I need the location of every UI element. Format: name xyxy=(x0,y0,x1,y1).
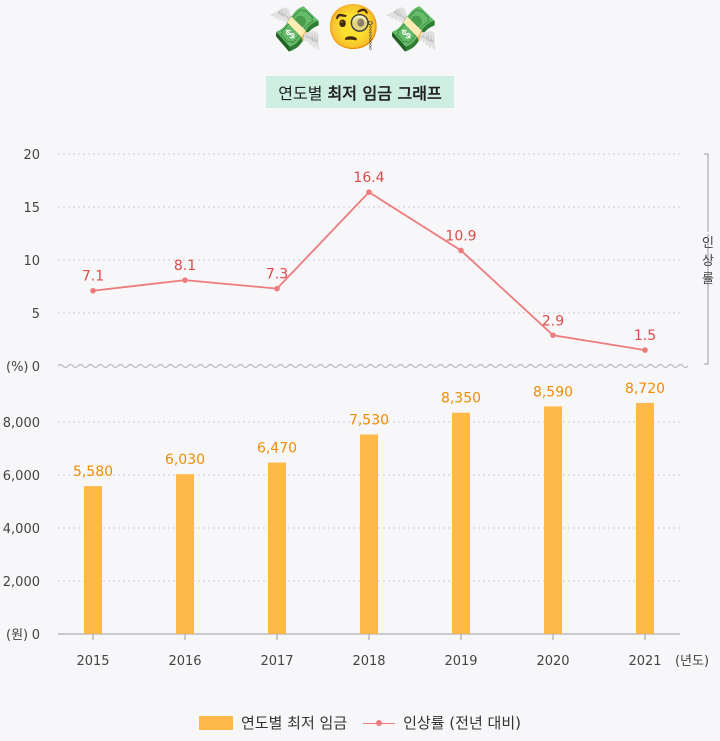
bar xyxy=(636,402,654,634)
rate-value-label: 16.4 xyxy=(353,170,384,186)
x-tick-label: 2018 xyxy=(352,654,385,669)
legend-item-line: 인상률 (전년 대비) xyxy=(363,712,521,733)
bar-value-label: 7,530 xyxy=(349,412,389,428)
rate-side-label: 인 xyxy=(702,236,714,251)
chart-title: 연도별 최저 임금 그래프 xyxy=(0,76,720,108)
rate-bracket xyxy=(704,153,709,365)
rate-point xyxy=(642,347,648,353)
rate-tick-label: 20 xyxy=(23,148,40,163)
bar-value-label: 8,350 xyxy=(441,391,481,407)
x-tick-label: 2017 xyxy=(260,654,293,669)
bar-value-label: 8,720 xyxy=(625,381,665,397)
money-wings-icon-right: 💸 xyxy=(384,4,439,55)
legend: 연도별 최저 임금 인상률 (전년 대비) xyxy=(0,712,720,733)
axis-break xyxy=(57,363,689,369)
legend-bar-label: 연도별 최저 임금 xyxy=(241,714,348,732)
title-prefix: 연도별 xyxy=(278,84,323,103)
legend-line-label: 인상률 (전년 대비) xyxy=(403,714,521,732)
rate-point xyxy=(274,285,280,292)
rate-point xyxy=(90,287,96,294)
rate-point xyxy=(182,277,188,283)
bar xyxy=(176,474,194,634)
combo-chart: 51015200(%)2,0004,0006,0008,0000(원)인상률5,… xyxy=(3,148,716,669)
rate-side-label: 률 xyxy=(702,272,714,287)
x-tick-label: 2021 xyxy=(628,654,661,669)
wage-tick-label: 0 xyxy=(32,628,40,643)
monocle-face-icon: 🧐 xyxy=(326,2,381,53)
bar xyxy=(452,412,470,634)
rate-tick-label: 15 xyxy=(23,201,40,216)
rate-value-label: 7.1 xyxy=(82,269,104,285)
rate-tick-label: 0 xyxy=(32,360,40,375)
rate-axis-unit: (%) xyxy=(6,360,29,375)
wage-tick-label: 4,000 xyxy=(3,522,40,537)
rate-side-label: 상 xyxy=(702,254,714,269)
bar xyxy=(84,486,102,634)
rate-value-label: 10.9 xyxy=(445,228,476,244)
rate-value-label: 1.5 xyxy=(634,328,656,344)
x-tick-label: 2020 xyxy=(536,654,569,669)
rate-tick-label: 5 xyxy=(32,307,40,322)
wage-tick-label: 8,000 xyxy=(3,416,40,431)
x-axis-unit: (년도) xyxy=(675,654,709,669)
money-wings-icon-left: 💸 xyxy=(268,4,323,55)
rate-value-label: 7.3 xyxy=(266,267,288,283)
bar-value-label: 5,580 xyxy=(73,464,113,480)
title-bold: 최저 임금 그래프 xyxy=(327,84,442,103)
rate-point xyxy=(550,332,556,339)
legend-bar-swatch xyxy=(199,715,233,730)
bar-value-label: 8,590 xyxy=(533,384,573,400)
x-tick-label: 2016 xyxy=(168,654,201,669)
bar xyxy=(268,462,286,634)
bar xyxy=(360,434,378,634)
rate-value-label: 2.9 xyxy=(542,313,564,329)
bar-value-label: 6,470 xyxy=(257,441,297,457)
x-tick-label: 2015 xyxy=(76,654,109,669)
legend-item-bar: 연도별 최저 임금 xyxy=(199,712,347,733)
wage-tick-label: 6,000 xyxy=(3,469,40,484)
legend-line-swatch xyxy=(363,716,396,730)
bar-value-label: 6,030 xyxy=(165,452,205,468)
x-tick-label: 2019 xyxy=(444,654,477,669)
wage-tick-label: 2,000 xyxy=(3,575,40,590)
bar xyxy=(544,406,562,634)
rate-point xyxy=(366,189,372,195)
rate-tick-label: 10 xyxy=(23,254,40,269)
rate-value-label: 8.1 xyxy=(174,258,196,274)
rate-point xyxy=(458,247,464,254)
wage-axis-unit: (원) xyxy=(6,628,28,643)
